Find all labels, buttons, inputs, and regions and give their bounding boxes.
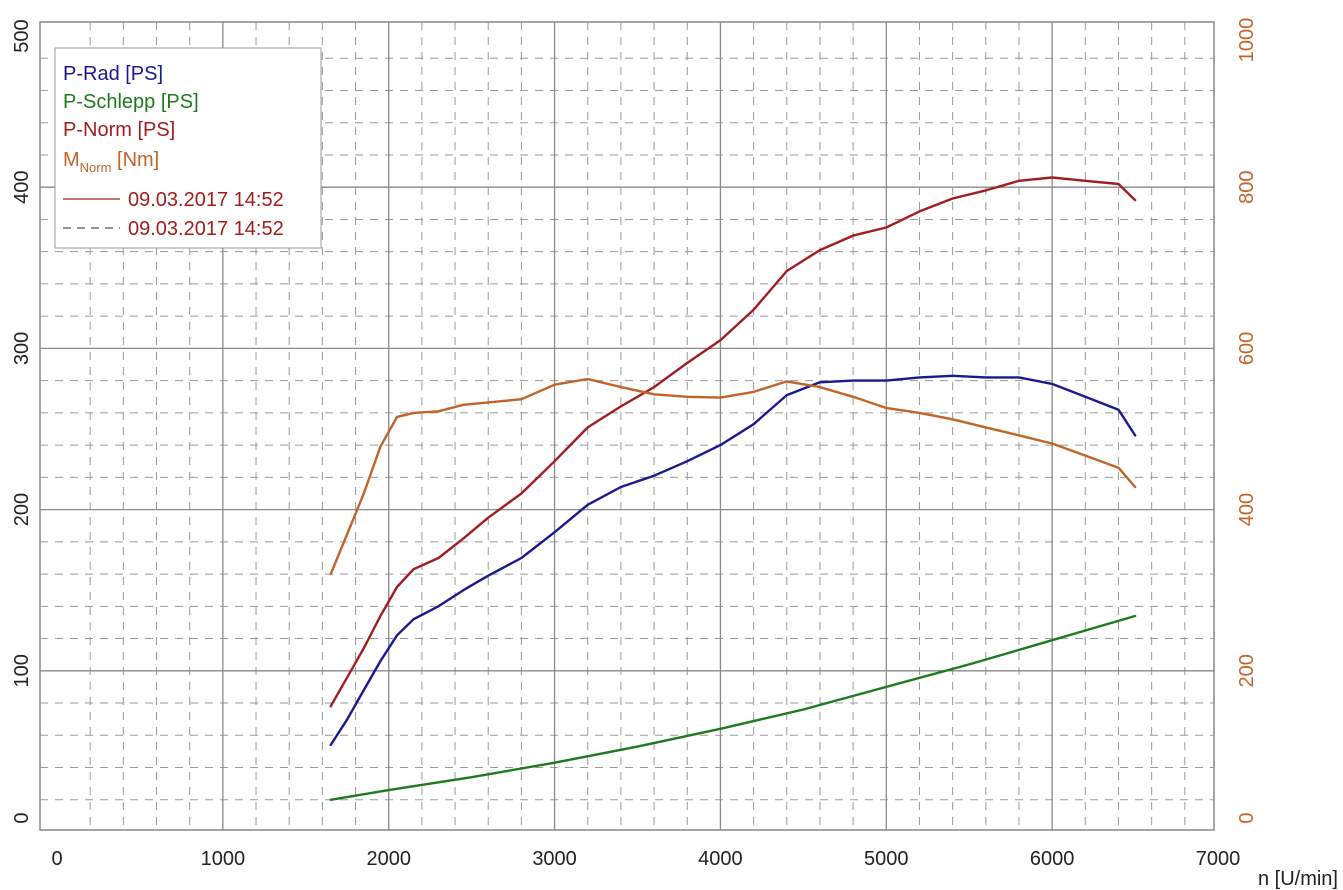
right-y-tick-label: 400 [1236,493,1258,526]
legend-item-m-norm: MNorm [Nm] [63,149,159,175]
legend-item-p-norm: P-Norm [PS] [63,119,175,141]
legend-m-subscript: Norm [80,160,112,175]
left-axis-ticks: 0 100 200 300 400 500 [11,19,33,823]
right-axis-ticks: 0 200 400 600 800 1000 [1236,18,1258,824]
right-y-tick-label: 0 [1236,812,1258,823]
left-y-tick-label: 400 [11,171,33,204]
x-tick-label: 6000 [1030,848,1075,870]
left-y-tick-label: 0 [11,812,33,823]
x-tick-label: 3000 [532,848,577,870]
series-line-2 [329,176,1137,708]
series-line-1 [329,614,1137,801]
right-y-tick-label: 200 [1236,654,1258,687]
series-line-3 [329,377,1137,576]
x-axis-ticks: 0 1000 2000 3000 4000 5000 6000 7000 [51,848,1240,870]
legend-item-p-schlepp: P-Schlepp [PS] [63,91,199,113]
legend: P-Rad [PS] P-Schlepp [PS] P-Norm [PS] MN… [54,47,322,249]
legend-m-unit: [Nm] [111,149,159,171]
x-tick-label: 5000 [864,848,909,870]
x-axis-label: n [U/min] [1258,868,1338,890]
left-y-tick-label: 300 [11,332,33,365]
x-tick-label: 7000 [1196,848,1241,870]
right-y-tick-label: 1000 [1236,18,1258,63]
legend-run-dashed: 09.03.2017 14:52 [128,218,284,240]
legend-run-solid: 09.03.2017 14:52 [128,189,284,211]
legend-item-p-rad: P-Rad [PS] [63,63,163,85]
series-line-0 [329,374,1137,747]
x-tick-label: 1000 [201,848,246,870]
left-y-tick-label: 500 [11,19,33,52]
series-layer [329,176,1137,801]
left-y-tick-label: 100 [11,654,33,687]
x-tick-label: 0 [51,848,62,870]
legend-m-main: M [63,149,80,171]
legend-box [54,47,322,249]
right-y-tick-label: 600 [1236,332,1258,365]
minor-grid [40,22,1214,830]
x-tick-label: 4000 [698,848,743,870]
x-tick-label: 2000 [366,848,411,870]
right-y-tick-label: 800 [1236,171,1258,204]
left-y-tick-label: 200 [11,493,33,526]
